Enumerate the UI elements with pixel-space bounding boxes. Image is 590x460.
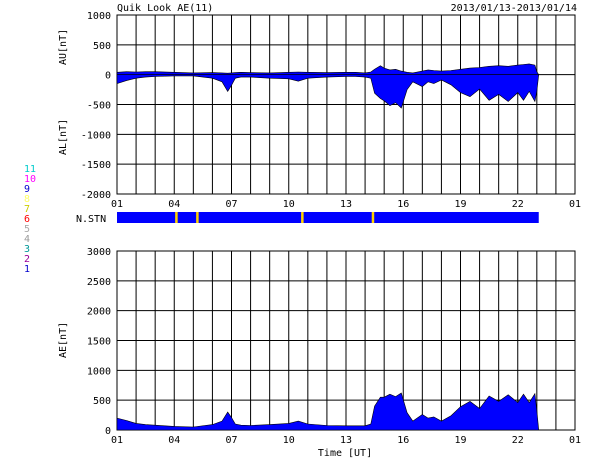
ae-ytick-label: 1500 [87, 337, 111, 348]
station-legend-item: 2 [24, 254, 30, 265]
ae-xtick-label: 04 [168, 435, 180, 446]
ae-ytick-label: 3000 [87, 247, 111, 258]
ae-xtick-label: 19 [454, 435, 466, 446]
station-legend-item: 3 [24, 244, 30, 255]
au-axis-label: AU[nT] [58, 29, 69, 65]
ae-ytick-label: 2000 [87, 307, 111, 318]
au-al-xtick-label: 13 [340, 199, 352, 210]
au-al-xtick-label: 10 [283, 199, 295, 210]
au-al-ytick-label: -1500 [81, 160, 111, 171]
station-count-bar [117, 212, 539, 223]
ae-ytick-label: 1000 [87, 366, 111, 377]
station-legend-item: 1 [24, 264, 30, 275]
ae-xtick-label: 01 [111, 435, 123, 446]
ae-xtick-label: 01 [569, 435, 581, 446]
al-axis-label: AL[nT] [58, 119, 69, 155]
au-al-xtick-label: 01 [111, 199, 123, 210]
ae-xtick-label: 10 [283, 435, 295, 446]
station-legend-item: 11 [24, 164, 36, 175]
station-legend-item: 7 [24, 204, 30, 215]
au-al-ytick-label: -500 [87, 101, 111, 112]
au-al-xtick-label: 22 [512, 199, 524, 210]
nstn-bar [117, 212, 539, 223]
nstn-gap-marker [175, 212, 178, 223]
ae-xtick-label: 07 [225, 435, 237, 446]
ae-ytick-label: 0 [105, 426, 111, 437]
nstn-label: N.STN [76, 214, 106, 225]
ae-axis-label: AE[nT] [58, 322, 69, 358]
ae-xtick-label: 16 [397, 435, 409, 446]
nstn-gap-marker [371, 212, 375, 223]
au-al-xtick-label: 07 [225, 199, 237, 210]
station-legend-item: 4 [24, 234, 30, 245]
au-al-xtick-label: 16 [397, 199, 409, 210]
ae-ytick-label: 500 [93, 396, 111, 407]
au-al-series-al [116, 74, 539, 109]
au-al-xtick-label: 04 [168, 199, 180, 210]
au-al-ytick-label: 0 [105, 71, 111, 82]
ae-series-ae [116, 392, 540, 431]
au-al-xtick-label: 01 [569, 199, 581, 210]
station-legend-item: 5 [24, 224, 30, 235]
station-legend-item: 9 [24, 184, 30, 195]
ae-xtick-label: 22 [512, 435, 524, 446]
au-al-xtick-label: 19 [454, 199, 466, 210]
au-al-ytick-label: -2000 [81, 190, 111, 201]
nstn-gap-marker [196, 212, 199, 223]
nstn-gap-marker [301, 212, 304, 223]
au-al-ytick-label: -1000 [81, 130, 111, 141]
station-legend-item: 6 [24, 214, 30, 225]
ae-ytick-label: 2500 [87, 277, 111, 288]
x-axis-title: Time [UT] [318, 448, 372, 459]
chart-title: Quik Look AE(11) [117, 3, 213, 14]
station-legend-item: 10 [24, 174, 36, 185]
au-al-ytick-label: 1000 [87, 11, 111, 22]
ae-xtick-label: 13 [340, 435, 352, 446]
station-legend-item: 8 [24, 194, 30, 205]
au-al-ytick-label: 500 [93, 41, 111, 52]
date-range: 2013/01/13-2013/01/14 [451, 3, 577, 14]
au-al-series-au [116, 63, 539, 76]
